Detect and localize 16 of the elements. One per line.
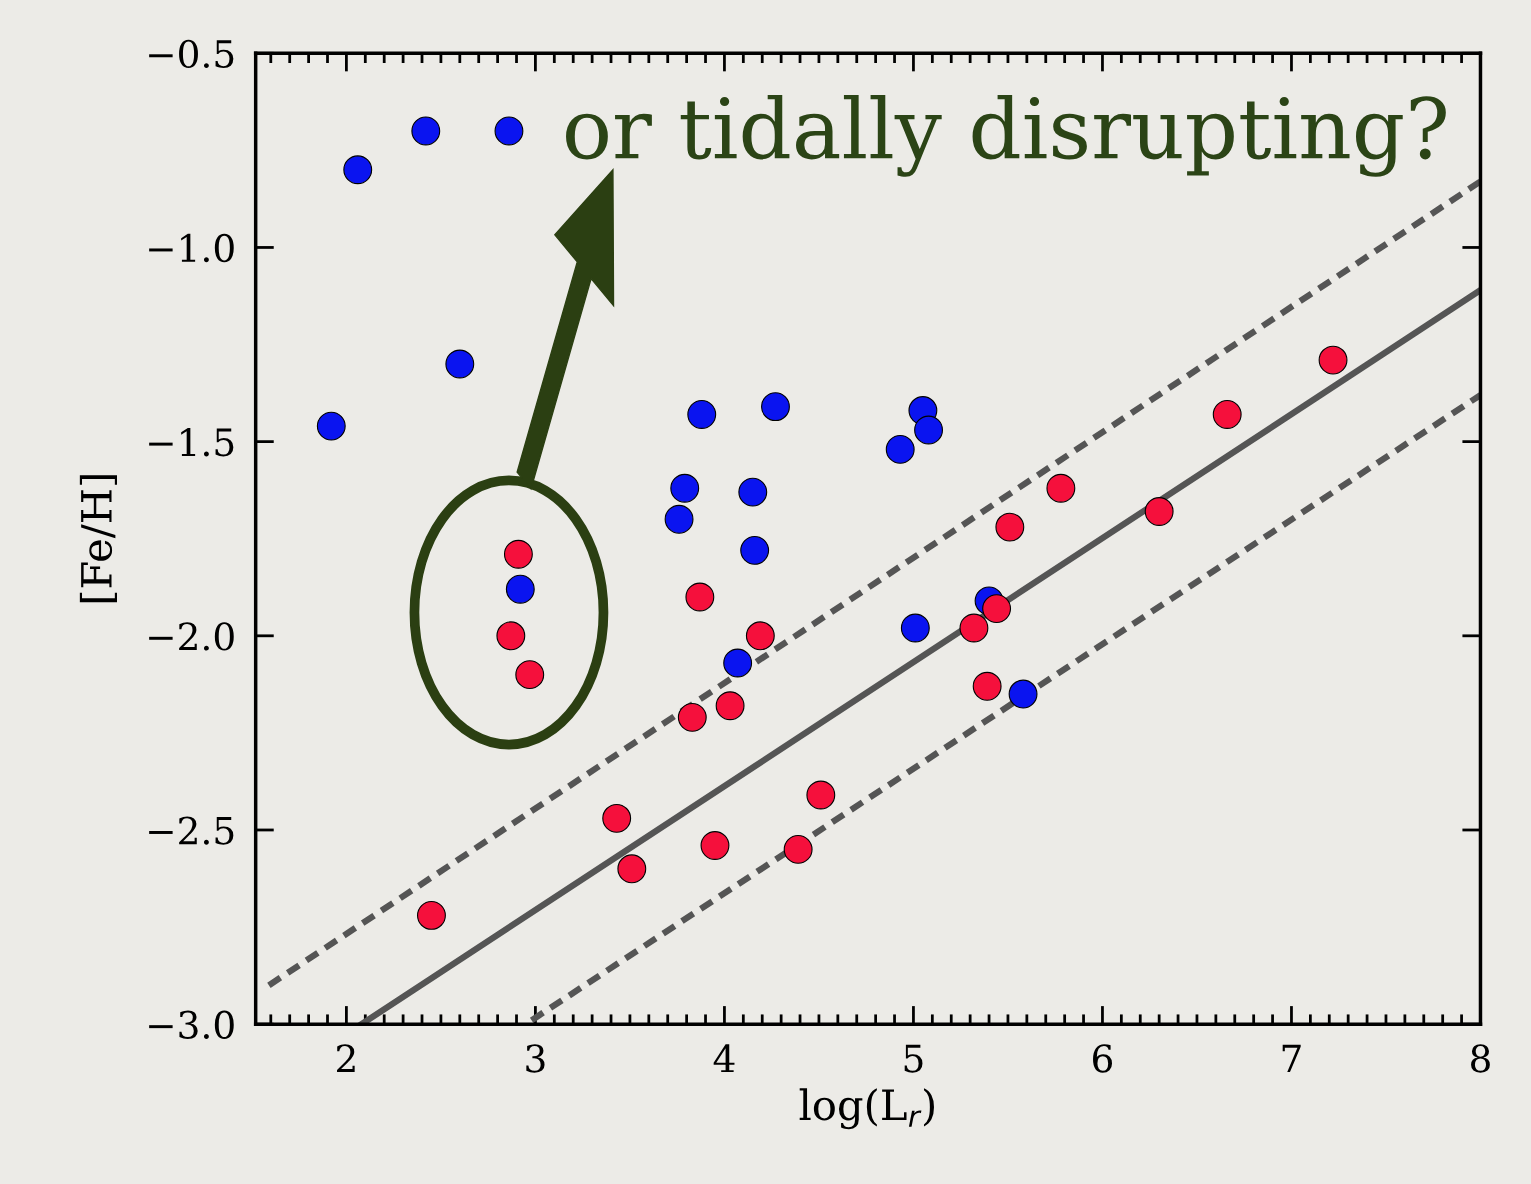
x-axis-title: log(L$_{r}$) xyxy=(799,1088,934,1130)
y-tick-label: −1.0 xyxy=(149,233,234,263)
x-tick-label: 5 xyxy=(904,1044,923,1073)
y-tick-label: −1.5 xyxy=(149,428,234,457)
x-tick-label: 8 xyxy=(1471,1044,1490,1073)
y-tick-label: −0.5 xyxy=(149,39,234,69)
x-tick-label: 6 xyxy=(1093,1044,1113,1073)
y-tick-label: −3.0 xyxy=(149,1010,234,1039)
annotation: or tidally disrupting? xyxy=(566,94,1446,177)
x-tick-label: 4 xyxy=(713,1044,735,1073)
y-tick-label: −2.5 xyxy=(149,816,234,845)
y-axis-title: [Fe/H] xyxy=(79,475,117,603)
x-tick-label: 3 xyxy=(526,1044,545,1073)
x-tick-label: 7 xyxy=(1282,1044,1301,1073)
x-tick-label: 2 xyxy=(337,1044,355,1073)
y-tick-label: −2.0 xyxy=(149,622,234,651)
